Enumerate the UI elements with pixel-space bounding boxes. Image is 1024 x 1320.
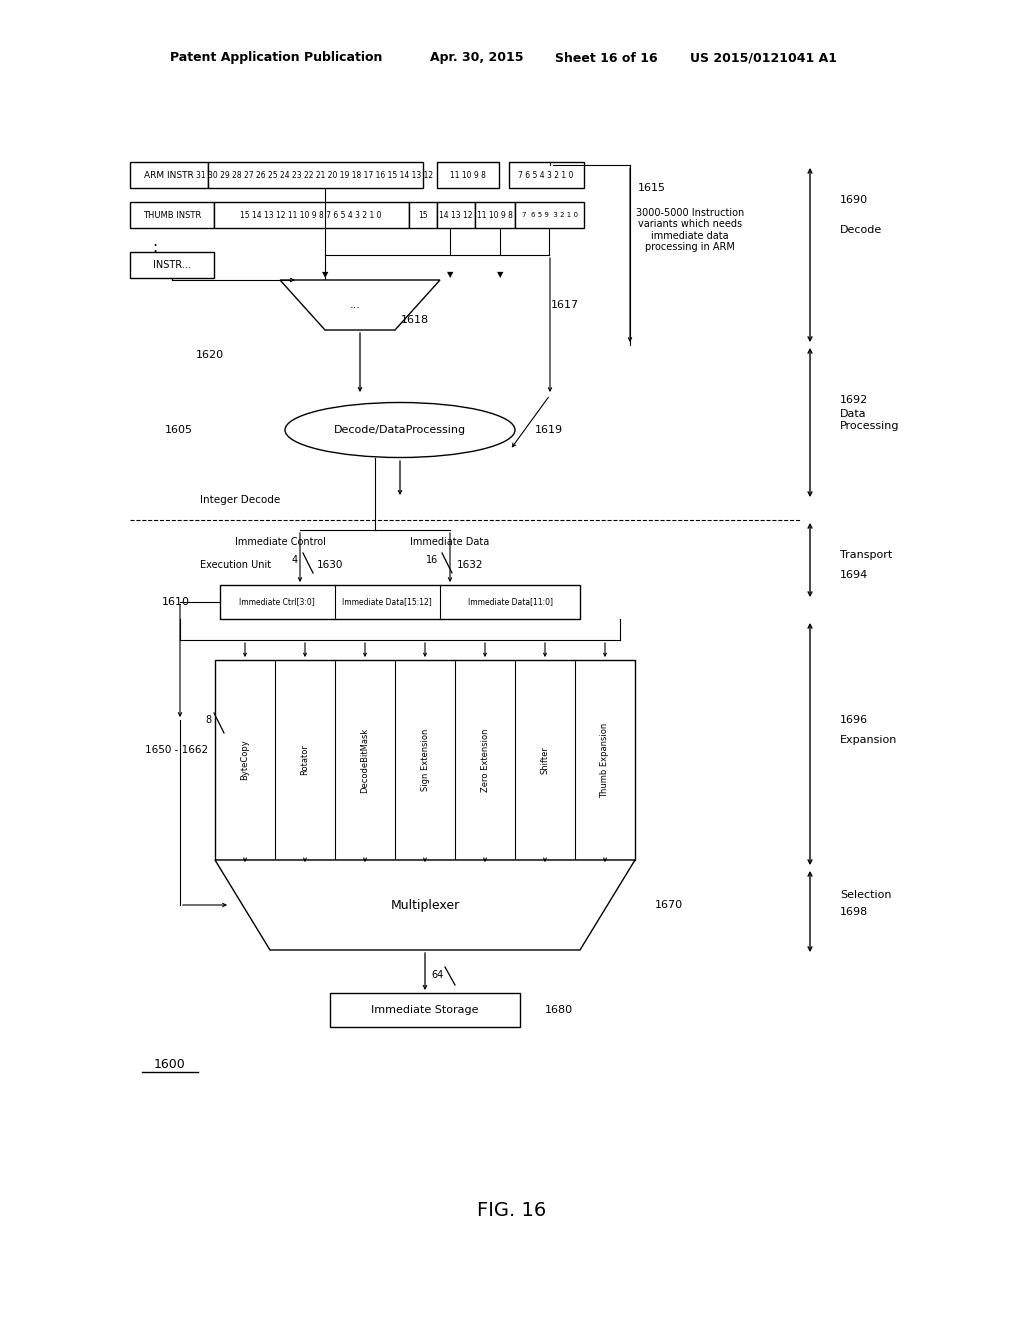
- Text: 1650 - 1662: 1650 - 1662: [145, 744, 208, 755]
- Text: 1630: 1630: [316, 560, 343, 570]
- Text: Immediate Ctrl[3:0]: Immediate Ctrl[3:0]: [240, 598, 314, 606]
- Text: FIG. 16: FIG. 16: [477, 1200, 547, 1220]
- Text: Patent Application Publication: Patent Application Publication: [170, 51, 382, 65]
- Text: ...: ...: [349, 300, 360, 310]
- Text: Data
Processing: Data Processing: [840, 409, 899, 430]
- Text: 1619: 1619: [535, 425, 563, 436]
- Text: Multiplexer: Multiplexer: [390, 899, 460, 912]
- Text: 1696: 1696: [840, 715, 868, 725]
- Text: 1694: 1694: [840, 570, 868, 579]
- Polygon shape: [280, 280, 440, 330]
- Bar: [330, 993, 520, 1027]
- Text: Immediate Data: Immediate Data: [411, 537, 489, 546]
- Bar: [437, 162, 499, 187]
- Text: 11 10 9 8: 11 10 9 8: [477, 210, 513, 219]
- Text: 7 6 5 4 3 2 1 0: 7 6 5 4 3 2 1 0: [518, 170, 573, 180]
- Bar: [515, 202, 584, 228]
- Text: Shifter: Shifter: [541, 746, 550, 774]
- Text: Apr. 30, 2015: Apr. 30, 2015: [430, 51, 523, 65]
- Bar: [475, 202, 515, 228]
- Bar: [437, 202, 475, 228]
- Text: Thumb Expansion: Thumb Expansion: [600, 722, 609, 797]
- Text: Immediate Data[11:0]: Immediate Data[11:0]: [468, 598, 553, 606]
- Text: 1670: 1670: [655, 900, 683, 909]
- Text: Execution Unit: Execution Unit: [200, 560, 271, 570]
- Text: DecodeBitMask: DecodeBitMask: [360, 727, 370, 792]
- Text: ▼: ▼: [497, 271, 503, 280]
- Text: 8: 8: [205, 715, 211, 725]
- Text: ▼: ▼: [446, 271, 454, 280]
- Bar: [215, 660, 635, 861]
- Bar: [509, 162, 584, 187]
- Text: 15: 15: [418, 210, 428, 219]
- Text: 3000-5000 Instruction
variants which needs
immediate data
processing in ARM: 3000-5000 Instruction variants which nee…: [636, 207, 744, 252]
- Text: Decode: Decode: [840, 224, 883, 235]
- Text: 4: 4: [292, 554, 298, 565]
- Polygon shape: [215, 861, 635, 950]
- Text: 11 10 9 8: 11 10 9 8: [451, 170, 486, 180]
- Text: 1617: 1617: [551, 300, 579, 310]
- Bar: [130, 252, 214, 279]
- Text: 1692: 1692: [840, 395, 868, 405]
- Text: 1610: 1610: [162, 597, 190, 607]
- Text: Selection: Selection: [840, 890, 892, 900]
- Text: ARM INSTR: ARM INSTR: [144, 170, 194, 180]
- Bar: [208, 162, 423, 187]
- Text: 1618: 1618: [401, 315, 429, 325]
- Text: US 2015/0121041 A1: US 2015/0121041 A1: [690, 51, 837, 65]
- Text: Integer Decode: Integer Decode: [200, 495, 281, 506]
- Bar: [214, 202, 409, 228]
- Text: THUMB INSTR: THUMB INSTR: [143, 210, 201, 219]
- Text: Decode/DataProcessing: Decode/DataProcessing: [334, 425, 466, 436]
- Text: ▼: ▼: [322, 271, 329, 280]
- Text: Immediate Data[15:12]: Immediate Data[15:12]: [342, 598, 432, 606]
- Text: 1690: 1690: [840, 195, 868, 205]
- Text: 1615: 1615: [638, 183, 666, 193]
- Text: 1605: 1605: [165, 425, 193, 436]
- Bar: [130, 202, 214, 228]
- Text: Rotator: Rotator: [300, 744, 309, 775]
- Text: 31 30 29 28 27 26 25 24 23 22 21 20 19 18 17 16 15 14 13 12: 31 30 29 28 27 26 25 24 23 22 21 20 19 1…: [197, 170, 433, 180]
- Text: Sheet 16 of 16: Sheet 16 of 16: [555, 51, 657, 65]
- Text: 7  6 5 9  3 2 1 0: 7 6 5 9 3 2 1 0: [522, 213, 578, 218]
- Text: Immediate Control: Immediate Control: [234, 537, 326, 546]
- Text: 1600: 1600: [155, 1059, 186, 1072]
- Text: Expansion: Expansion: [840, 735, 897, 744]
- Text: 1632: 1632: [457, 560, 483, 570]
- Text: ByteCopy: ByteCopy: [241, 739, 250, 780]
- Text: Transport: Transport: [840, 550, 892, 560]
- Text: Zero Extension: Zero Extension: [480, 729, 489, 792]
- Bar: [409, 202, 437, 228]
- Bar: [130, 162, 208, 187]
- Text: 15 14 13 12 11 10 9 8 7 6 5 4 3 2 1 0: 15 14 13 12 11 10 9 8 7 6 5 4 3 2 1 0: [241, 210, 382, 219]
- Text: 14 13 12: 14 13 12: [439, 210, 473, 219]
- Text: Sign Extension: Sign Extension: [421, 729, 429, 791]
- Text: 1620: 1620: [196, 350, 224, 360]
- Text: 1698: 1698: [840, 907, 868, 917]
- Ellipse shape: [285, 403, 515, 458]
- Bar: [220, 585, 580, 619]
- Text: 1680: 1680: [545, 1005, 573, 1015]
- Text: :: :: [153, 240, 158, 256]
- Text: Immediate Storage: Immediate Storage: [372, 1005, 479, 1015]
- Text: 16: 16: [426, 554, 438, 565]
- Text: 64: 64: [431, 970, 443, 979]
- Text: INSTR...: INSTR...: [154, 260, 190, 271]
